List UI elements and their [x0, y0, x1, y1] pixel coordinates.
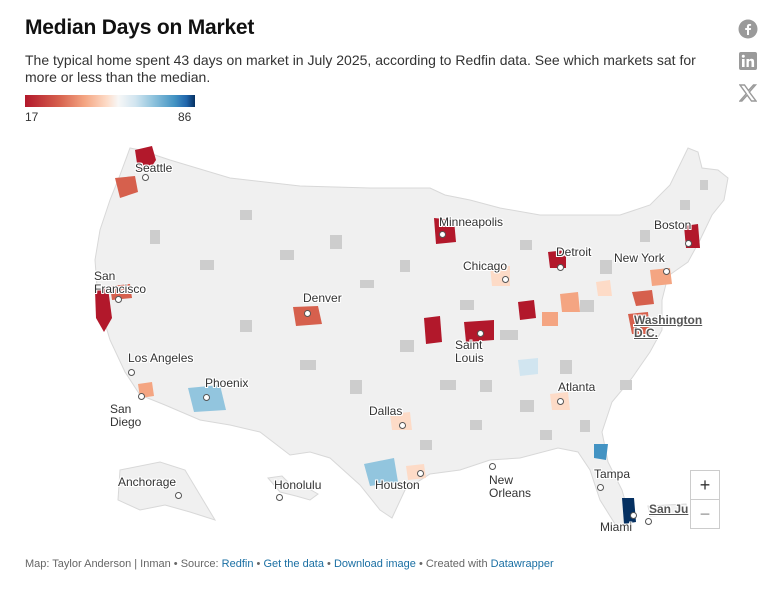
label-san-juan[interactable]: San Ju	[649, 502, 689, 516]
color-scale-bar	[25, 95, 195, 107]
label-miami: Miami	[600, 520, 632, 534]
label-tampa: Tampa	[594, 467, 631, 481]
city-dot[interactable]	[142, 174, 149, 181]
city-dot[interactable]	[635, 322, 642, 329]
label-atlanta: Atlanta	[558, 380, 596, 394]
label-dallas: Dallas	[369, 404, 403, 418]
city-dot[interactable]	[557, 264, 564, 271]
city-dot[interactable]	[115, 296, 122, 303]
city-dot[interactable]	[663, 268, 670, 275]
label-los-angeles: Los Angeles	[128, 351, 194, 365]
label-saint-louis: Saint Louis	[455, 338, 484, 365]
city-dot[interactable]	[399, 422, 406, 429]
tampa-area	[594, 444, 608, 460]
city-dot[interactable]	[477, 330, 484, 337]
label-new-york: New York	[614, 251, 665, 265]
city-dot[interactable]	[203, 394, 210, 401]
label-san-diego: San Diego	[110, 402, 142, 429]
city-dot[interactable]	[128, 369, 135, 376]
facebook-icon[interactable]	[737, 18, 759, 40]
label-honolulu: Honolulu	[274, 478, 322, 492]
footer-created: • Created with	[415, 558, 491, 570]
us-map[interactable]	[0, 130, 780, 550]
download-image-link[interactable]: Download image	[333, 558, 416, 570]
puerto-rico-shape	[647, 503, 689, 517]
minneapolis-area	[434, 218, 456, 244]
label-denver: Denver	[303, 291, 342, 305]
label-chicago: Chicago	[463, 259, 508, 273]
subtitle: The typical home spent 43 days on market…	[25, 52, 696, 85]
city-dot[interactable]	[304, 310, 311, 317]
philadelphia-area	[632, 290, 654, 306]
kansas-city-area	[424, 316, 442, 344]
label-phoenix: Phoenix	[205, 376, 249, 390]
detroit-area	[548, 250, 566, 268]
get-data-link[interactable]: Get the data	[263, 558, 324, 570]
city-dot[interactable]	[557, 398, 564, 405]
city-dot[interactable]	[439, 231, 446, 238]
x-icon[interactable]	[737, 82, 759, 104]
legend-max: 86	[178, 110, 192, 124]
legend-min: 17	[25, 110, 39, 124]
footer-sep: •	[323, 558, 334, 570]
nashville-area	[518, 358, 538, 376]
datawrapper-link[interactable]: Datawrapper	[490, 558, 554, 570]
source-link[interactable]: Redfin	[221, 558, 254, 570]
label-minneapolis: Minneapolis	[439, 215, 504, 229]
label-houston: Houston	[375, 478, 420, 492]
footer: Map: Taylor Anderson | Inman • Source: R…	[25, 558, 554, 570]
city-dot[interactable]	[630, 512, 637, 519]
columbus-area	[560, 292, 580, 312]
footer-sep: •	[253, 558, 264, 570]
city-dot[interactable]	[276, 494, 283, 501]
label-washington-dc[interactable]: Washington D.C.	[634, 313, 703, 340]
label-anchorage: Anchorage	[118, 475, 177, 489]
austin-area	[364, 458, 398, 486]
footer-prefix: Map: Taylor Anderson | Inman • Source:	[25, 558, 222, 570]
cincinnati-area	[542, 312, 558, 326]
label-boston: Boston	[654, 218, 692, 232]
city-dot[interactable]	[417, 470, 424, 477]
pittsburgh-area	[596, 280, 612, 296]
page-title: Median Days on Market	[25, 16, 255, 39]
city-dot[interactable]	[502, 276, 509, 283]
alaska-shape	[117, 461, 217, 521]
city-dot[interactable]	[645, 518, 652, 525]
portland-area	[115, 176, 138, 198]
label-seattle: Seattle	[135, 161, 173, 175]
city-dot[interactable]	[138, 393, 145, 400]
zoom-out-button[interactable]: −	[690, 499, 720, 529]
label-san-francisco: San Francisco	[94, 269, 147, 296]
seattle-area	[135, 146, 156, 172]
city-dot[interactable]	[175, 492, 182, 499]
hawaii-shape	[267, 475, 319, 501]
city-dot[interactable]	[685, 240, 692, 247]
sf-area	[95, 288, 112, 332]
zoom-in-button[interactable]: +	[690, 470, 720, 500]
label-detroit: Detroit	[556, 245, 592, 259]
linkedin-icon[interactable]	[737, 50, 759, 72]
no-data-regions	[150, 180, 708, 450]
indianapolis-area	[518, 300, 536, 320]
city-dot[interactable]	[597, 484, 604, 491]
label-new-orleans: New Orleans	[489, 473, 532, 500]
dallas-area	[390, 412, 412, 430]
city-dot[interactable]	[489, 463, 496, 470]
